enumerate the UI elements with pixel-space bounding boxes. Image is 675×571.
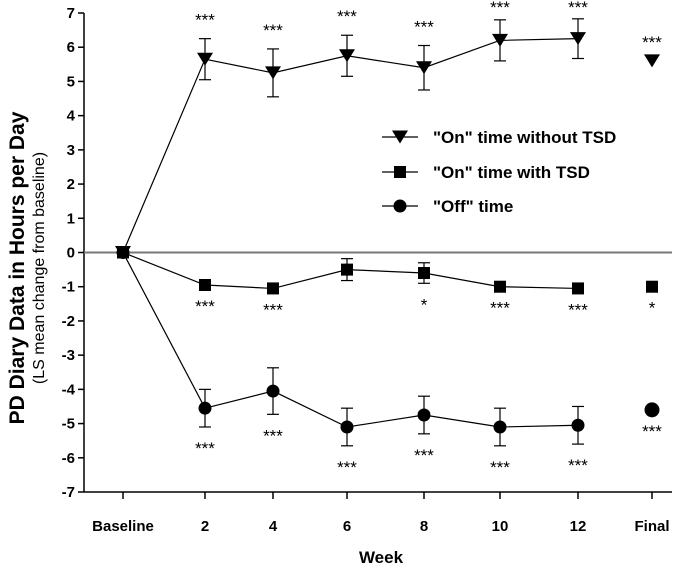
series-1: *** *** * *** *** *	[117, 246, 658, 319]
y-tick-label: 2	[67, 176, 75, 193]
legend-label: "On" time with TSD	[433, 163, 590, 182]
square-marker	[572, 282, 584, 295]
x-tick-label: 12	[570, 518, 587, 535]
x-tick-label: 6	[343, 518, 351, 535]
circle-marker	[571, 418, 585, 432]
square-marker	[394, 166, 406, 178]
triangle-marker	[197, 52, 213, 66]
x-tick-label: 4	[269, 518, 278, 535]
legend-item-0: "On" time without TSD	[382, 128, 616, 147]
square-marker	[646, 280, 658, 293]
significance-label: ***	[263, 21, 283, 40]
significance-label: ***	[195, 297, 215, 316]
circle-marker	[644, 402, 660, 418]
circle-marker	[417, 408, 431, 422]
series-line	[122, 252, 579, 428]
y-tick-label: 1	[67, 210, 75, 227]
significance-label: ***	[568, 456, 588, 475]
significance-label: ***	[337, 7, 357, 26]
triangle-marker	[392, 130, 408, 144]
significance-label: ***	[195, 11, 215, 30]
circle-marker	[116, 246, 130, 259]
significance-label: ***	[414, 18, 434, 37]
y-tick-label: 0	[67, 245, 75, 262]
triangle-marker	[644, 54, 660, 68]
triangle-marker	[416, 61, 432, 75]
y-tick-label: -4	[62, 381, 76, 398]
x-tick-label: 10	[492, 518, 509, 535]
significance-label: *	[421, 295, 428, 314]
triangle-marker	[492, 33, 508, 47]
x-axis-label: Week	[359, 548, 404, 567]
y-axis-title: PD Diary Data in Hours per Day (LS mean …	[6, 111, 48, 424]
x-tick-label: 2	[201, 518, 209, 535]
circle-marker	[340, 420, 354, 434]
circle-marker	[198, 401, 212, 415]
y-tick-label: -7	[62, 484, 75, 501]
y-tick-label: -3	[62, 347, 75, 364]
significance-label: ***	[568, 300, 588, 319]
triangle-marker	[265, 66, 281, 80]
x-tick-label: Baseline	[92, 518, 154, 535]
significance-label: ***	[490, 458, 510, 477]
significance-label: ***	[195, 439, 215, 458]
y-axis-sublabel: (LS mean change from baseline)	[31, 152, 48, 384]
legend: "On" time without TSD "On" time with TSD "…	[382, 128, 616, 216]
significance-label: ***	[568, 0, 588, 17]
series-layer: *************** ********* *** * *** *** ******…	[115, 0, 662, 477]
significance-label: ***	[263, 300, 283, 319]
significance-label: ***	[490, 0, 510, 17]
legend-label: "On" time without TSD	[433, 128, 616, 147]
significance-label: ***	[263, 426, 283, 445]
significance-label: *	[649, 299, 656, 318]
significance-label: ***	[642, 422, 662, 441]
y-tick-label: 6	[67, 39, 75, 56]
square-marker	[494, 280, 506, 293]
x-tick-label: 8	[420, 518, 428, 535]
series-2: *** *** *** *** *** *** ***	[116, 246, 662, 477]
y-tick-label: -2	[62, 313, 75, 330]
square-marker	[418, 267, 430, 280]
legend-label: "Off" time	[433, 197, 513, 216]
y-tick-label: 3	[67, 142, 75, 159]
legend-item-1: "On" time with TSD	[382, 163, 590, 182]
significance-label: ***	[337, 458, 357, 477]
square-marker	[341, 263, 353, 276]
triangle-marker	[339, 49, 355, 63]
y-tick-label: 5	[67, 73, 75, 90]
circle-marker	[493, 420, 507, 434]
x-tick-label: Final	[634, 518, 669, 535]
y-tick-label: -1	[62, 279, 75, 296]
square-marker	[267, 282, 279, 295]
significance-label: ***	[642, 33, 662, 52]
y-tick-label: 7	[67, 5, 75, 22]
triangle-marker	[570, 32, 586, 46]
legend-item-2: "Off" time	[382, 197, 513, 216]
circle-marker	[393, 199, 407, 213]
y-axis-label: PD Diary Data in Hours per Day	[6, 111, 29, 424]
y-tick-label: -5	[62, 416, 75, 433]
y-tick-label: -6	[62, 450, 75, 467]
significance-label: ***	[490, 299, 510, 318]
square-marker	[199, 279, 211, 292]
significance-label: ***	[414, 446, 434, 465]
circle-marker	[266, 384, 280, 398]
y-tick-label: 4	[67, 108, 76, 125]
